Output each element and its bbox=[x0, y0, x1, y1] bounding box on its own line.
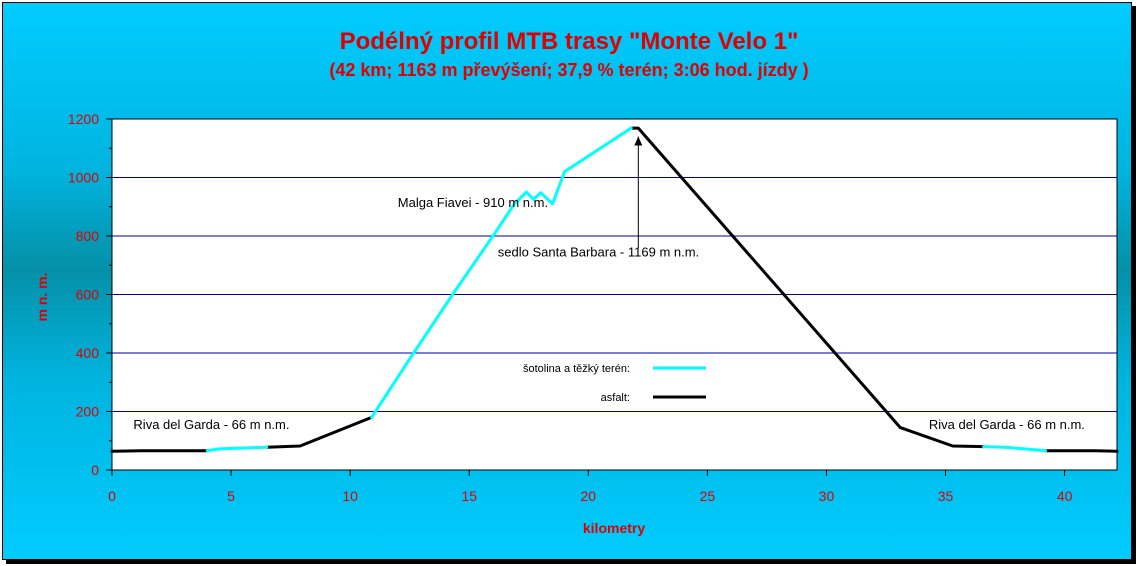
annotation-text: Riva del Garda - 66 m n.m. bbox=[929, 417, 1085, 432]
x-tick-label: 15 bbox=[461, 488, 477, 504]
chart-svg: Podélný profil MTB trasy "Monte Velo 1" … bbox=[34, 28, 1119, 536]
x-tick-label: 35 bbox=[938, 488, 954, 504]
y-tick-label: 200 bbox=[76, 404, 100, 420]
series-segment bbox=[265, 415, 374, 449]
annotation-text: Riva del Garda - 66 m n.m. bbox=[133, 417, 289, 432]
plot-border bbox=[111, 118, 1118, 471]
series-segment bbox=[982, 445, 1048, 453]
axes bbox=[106, 118, 1118, 476]
x-tick-labels: 0 5 10 15 20 25 30 35 40 bbox=[108, 488, 1073, 504]
y-tick-label: 800 bbox=[76, 228, 100, 244]
x-tick-label: 30 bbox=[819, 488, 835, 504]
x-tick-label: 40 bbox=[1057, 488, 1073, 504]
y-tick-label: 400 bbox=[76, 345, 100, 361]
y-tick-labels: 0 200 400 600 800 1000 1200 bbox=[68, 111, 99, 478]
chart-frame: Podélný profil MTB trasy "Monte Velo 1" … bbox=[2, 2, 1132, 560]
profile-lines bbox=[110, 126, 1119, 453]
legend-label: asfalt: bbox=[601, 392, 630, 404]
x-tick-label: 20 bbox=[581, 488, 597, 504]
series-segment bbox=[629, 126, 986, 449]
series-segment bbox=[370, 126, 633, 419]
y-tick-label: 0 bbox=[91, 462, 99, 478]
y-tick-label: 600 bbox=[76, 287, 100, 303]
y-tick-label: 1200 bbox=[68, 111, 99, 127]
chart-subtitle: (42 km; 1163 m převýšení; 37,9 % terén; … bbox=[329, 60, 808, 80]
series-segment bbox=[1044, 449, 1119, 453]
y-tick-label: 1000 bbox=[68, 170, 99, 186]
summit-arrow bbox=[634, 136, 643, 248]
series-segment bbox=[110, 449, 209, 453]
y-axis-label: m n. m. bbox=[34, 272, 50, 321]
legend: šotolina a těžký terén: asfalt: bbox=[523, 363, 706, 404]
x-tick-label: 25 bbox=[700, 488, 716, 504]
x-axis-label: kilometry bbox=[583, 520, 645, 536]
series-segment bbox=[205, 445, 269, 453]
annotations: Malga Fiavei - 910 m n.m. sedlo Santa Bar… bbox=[133, 195, 1084, 432]
arrow-head bbox=[634, 136, 643, 146]
x-tick-label: 10 bbox=[342, 488, 358, 504]
annotation-text: Malga Fiavei - 910 m n.m. bbox=[398, 195, 548, 210]
legend-label: šotolina a těžký terén: bbox=[523, 363, 630, 375]
x-tick-label: 5 bbox=[227, 488, 235, 504]
chart-title: Podélný profil MTB trasy "Monte Velo 1" bbox=[340, 28, 799, 55]
x-tick-label: 0 bbox=[108, 488, 116, 504]
annotation-text: sedlo Santa Barbara - 1169 m n.m. bbox=[498, 244, 699, 259]
y-axis-label-text: m n. m. bbox=[34, 272, 50, 321]
